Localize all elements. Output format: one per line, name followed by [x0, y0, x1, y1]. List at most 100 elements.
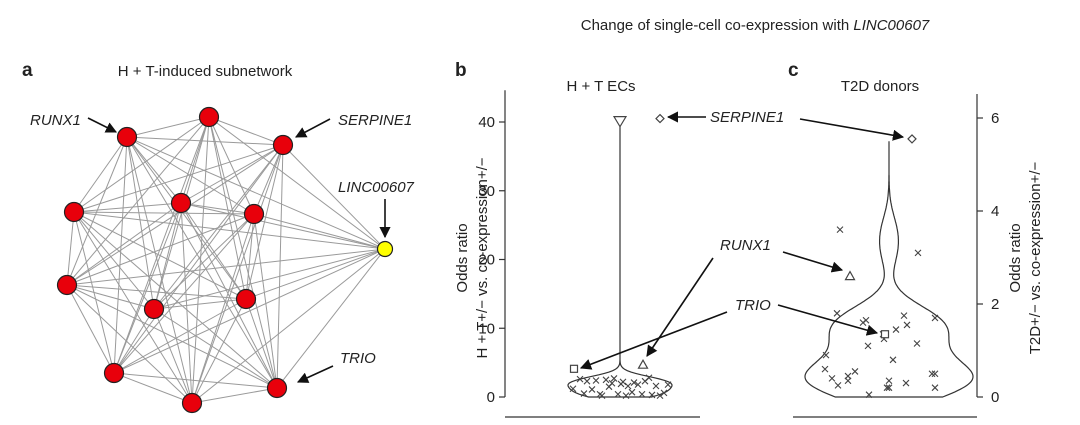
- panel-c-violin: [804, 141, 974, 398]
- panel-b-point: [638, 390, 646, 398]
- network-edge: [113, 136, 128, 374]
- network-edge: [126, 136, 182, 204]
- network-edge: [253, 213, 278, 389]
- network-edge: [126, 136, 278, 389]
- panel-c-point: [865, 391, 873, 399]
- arrow-serpine1-a: [295, 118, 331, 138]
- panel-c-point: [859, 319, 867, 326]
- node-linc00607: [376, 240, 394, 258]
- network-edge: [180, 202, 278, 389]
- network-edge: [66, 213, 255, 286]
- panel-c-tick-label: 4: [991, 203, 999, 220]
- network-edge: [180, 116, 210, 204]
- network-edge: [126, 116, 210, 138]
- network-edge: [180, 144, 284, 204]
- network-edge: [282, 144, 386, 250]
- panel-c-tick-label: 6: [991, 110, 999, 127]
- network-edge: [253, 144, 284, 215]
- panel-b-point: [622, 392, 630, 400]
- panel-c-point: [931, 384, 939, 392]
- panel-c-point: [828, 375, 836, 382]
- network-edge: [153, 308, 193, 404]
- panel-c-point: [844, 377, 852, 385]
- arrow-trio-c: [777, 304, 879, 336]
- node-trio: [266, 377, 288, 399]
- network-edge: [191, 298, 247, 404]
- node-n_bottom: [181, 392, 203, 414]
- panel-b-tick-label: 10: [478, 320, 495, 337]
- network-edge: [153, 308, 278, 389]
- network-edge: [126, 136, 284, 146]
- network-edge: [191, 116, 210, 404]
- panel-b-point: [634, 381, 642, 389]
- network-edge: [208, 116, 386, 250]
- label-serpine1-bc: SERPINE1: [710, 109, 784, 126]
- panel-b-point: [648, 391, 656, 399]
- panel-b-point: [652, 382, 660, 390]
- arrow-trio-b: [579, 311, 728, 370]
- network-edge: [66, 284, 247, 300]
- panel-c-point: [903, 321, 911, 329]
- network-edge: [73, 211, 386, 250]
- network-edge: [126, 136, 155, 310]
- panel-c-point: [883, 384, 891, 392]
- panel-b-tick-label: 0: [487, 389, 495, 406]
- label-trio-a: TRIO: [340, 350, 376, 367]
- panel-b-ylabel-2: H + T+/− vs. co-expression+/−: [474, 157, 491, 358]
- node-runx1: [116, 126, 138, 148]
- node-n_cright: [243, 203, 265, 225]
- network-edge: [113, 144, 284, 374]
- panel-a-title: H + T-induced subnetwork: [118, 63, 293, 80]
- network-edge: [208, 116, 255, 215]
- node-n_left: [63, 201, 85, 223]
- panel-c-point: [821, 365, 829, 373]
- super-title: Change of single-cell co-expression with…: [581, 17, 930, 34]
- panel-b-point: [580, 390, 588, 397]
- network-edge: [191, 213, 255, 404]
- network-edge: [66, 211, 75, 286]
- network-edge: [66, 136, 128, 286]
- network-edge: [276, 248, 386, 389]
- network-edge: [253, 213, 386, 250]
- panel-b-point: [664, 381, 672, 389]
- panel-b-point: [588, 386, 596, 393]
- panel-c-point: [914, 249, 922, 257]
- network-edge: [66, 144, 284, 286]
- network-edge: [245, 298, 278, 389]
- panel-c-marker-serpine1: [907, 134, 917, 144]
- panel-b-tick-label: 30: [478, 183, 495, 200]
- node-n_top: [198, 106, 220, 128]
- panel-a-letter: a: [22, 60, 33, 81]
- panel-c-point: [836, 226, 844, 233]
- panel-c-ylabel-2: T2D+/− vs. co-expression+/−: [1027, 161, 1044, 354]
- panel-c-point: [822, 351, 830, 359]
- panel-b-point: [592, 377, 600, 384]
- network-edge: [180, 202, 247, 300]
- panel-c-point: [885, 384, 893, 392]
- network-edge: [208, 116, 278, 389]
- network-edge: [126, 136, 247, 300]
- network-edge: [191, 387, 278, 404]
- panel-b-point: [656, 392, 664, 400]
- panel-b-point: [614, 390, 622, 398]
- label-trio-bc: TRIO: [735, 297, 771, 314]
- network-edge: [126, 136, 255, 215]
- node-n_mid: [143, 298, 165, 320]
- network-edge: [66, 284, 278, 389]
- panel-b-point: [608, 379, 616, 387]
- panel-b-letter: b: [455, 60, 467, 81]
- network-edge: [153, 248, 386, 310]
- network-edge: [73, 211, 155, 310]
- node-n_bleft: [103, 362, 125, 384]
- panel-b-y-axis: 0 10 20 30 40: [478, 90, 700, 418]
- network-edge: [66, 284, 193, 404]
- network-edge: [113, 202, 182, 374]
- panel-b-tick-label: 20: [478, 252, 495, 269]
- panel-b-point: [569, 385, 577, 393]
- panel-b-point: [598, 392, 606, 400]
- label-runx1-a: RUNX1: [30, 112, 81, 129]
- network-edge: [66, 284, 155, 310]
- network-edge: [180, 202, 193, 404]
- panel-c-marker-runx1: [844, 270, 856, 281]
